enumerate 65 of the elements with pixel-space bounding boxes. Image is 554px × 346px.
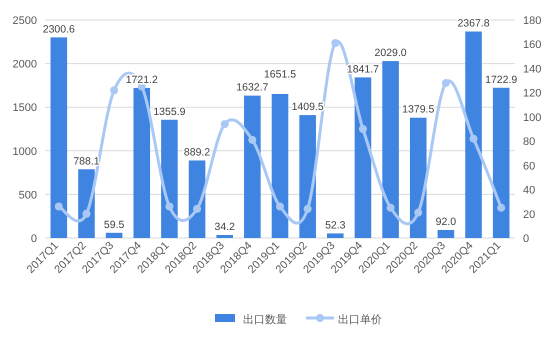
y-tick-label: 2500 <box>12 15 37 27</box>
y2-tick-label: 120 <box>523 88 542 100</box>
point <box>220 120 229 128</box>
data-label: 1409.5 <box>292 101 324 114</box>
y-tick-label: 2000 <box>12 58 37 71</box>
data-label: 1722.9 <box>485 74 518 86</box>
y-tick-label: 500 <box>18 189 37 202</box>
bar <box>492 88 510 238</box>
data-label: 1651.5 <box>264 68 296 81</box>
point <box>82 210 90 218</box>
bar <box>106 232 122 238</box>
data-label: 2367.8 <box>457 18 490 30</box>
legend-label: 出口单价 <box>338 313 382 326</box>
point <box>442 78 450 87</box>
y2-tick-label: 60 <box>523 160 536 172</box>
bar <box>50 37 68 238</box>
bar <box>244 96 261 238</box>
y2-tick-label: 160 <box>523 39 542 52</box>
point <box>54 202 63 211</box>
data-label: 1721.2 <box>126 74 158 86</box>
data-label: 1355.9 <box>153 106 186 118</box>
point <box>193 204 202 213</box>
point <box>470 134 478 143</box>
data-label: 92.0 <box>436 216 456 228</box>
data-label: 1632.7 <box>236 82 269 94</box>
bar <box>272 94 288 238</box>
bar <box>161 120 178 238</box>
point <box>386 204 395 212</box>
bar <box>354 77 372 238</box>
data-label: 2300.6 <box>42 23 76 36</box>
bar <box>410 118 427 238</box>
bar <box>382 61 399 238</box>
point <box>331 39 340 48</box>
y-tick-label: 0 <box>30 233 37 245</box>
bar <box>465 32 482 238</box>
point <box>304 204 312 213</box>
y2-tick-label: 100 <box>523 112 542 124</box>
data-label: 889.2 <box>184 146 210 158</box>
data-label: 59.5 <box>104 218 124 231</box>
point <box>497 204 506 212</box>
y-tick-label: 1000 <box>12 146 37 158</box>
point <box>165 202 174 211</box>
point <box>358 125 367 133</box>
y-tick-label: 1500 <box>12 102 37 114</box>
point <box>414 208 422 217</box>
bar <box>438 230 454 238</box>
data-label: 34.2 <box>214 221 236 234</box>
bar <box>327 233 344 238</box>
data-label: 52.3 <box>325 219 346 232</box>
data-label: 788.1 <box>73 155 100 168</box>
data-label: 1379.5 <box>402 104 434 116</box>
y2-tick-label: 80 <box>523 136 536 148</box>
y2-tick-label: 180 <box>523 15 542 27</box>
bar <box>216 235 233 238</box>
point <box>248 136 256 144</box>
data-label: 2029.0 <box>374 47 407 60</box>
legend-label: 出口数量 <box>243 313 287 326</box>
y2-tick-label: 0 <box>523 233 530 245</box>
data-label: 1841.7 <box>346 63 380 76</box>
y2-tick-label: 140 <box>523 63 542 76</box>
point <box>110 86 118 94</box>
bar <box>133 88 150 238</box>
y2-tick-label: 40 <box>523 184 536 197</box>
y2-tick-label: 20 <box>523 208 536 221</box>
point <box>276 202 284 211</box>
